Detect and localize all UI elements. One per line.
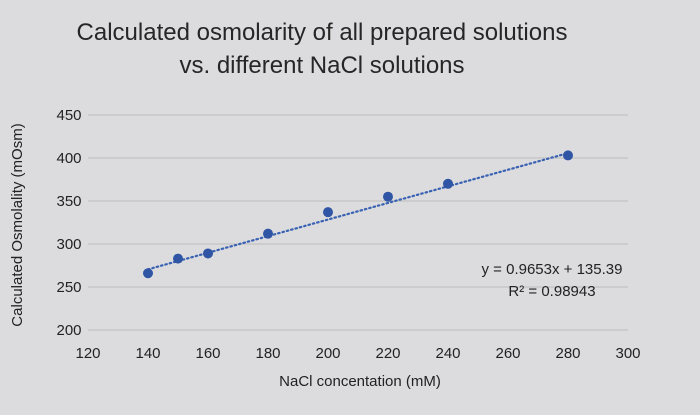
x-tick-label: 260 <box>495 345 520 362</box>
chart-title-line-1: Calculated osmolarity of all prepared so… <box>77 19 568 46</box>
data-point <box>143 268 153 279</box>
chart-title-line-2: vs. different NaCl solutions <box>179 52 464 79</box>
x-tick-labels: 120 140 160 180 200 220 240 260 280 300 <box>75 345 640 362</box>
data-point <box>173 253 183 264</box>
data-point <box>383 191 393 202</box>
x-tick-label: 140 <box>135 345 160 362</box>
x-tick-label: 180 <box>255 345 280 362</box>
y-tick-label: 450 <box>56 107 81 124</box>
data-point <box>563 150 573 161</box>
x-tick-label: 200 <box>315 345 340 362</box>
data-points <box>143 150 573 279</box>
trendline-group <box>146 152 570 271</box>
x-tick-label: 300 <box>615 345 640 362</box>
x-tick-label: 240 <box>435 345 460 362</box>
data-point <box>443 178 453 189</box>
data-point <box>323 207 333 218</box>
x-tick-label: 160 <box>195 345 220 362</box>
y-tick-label: 200 <box>56 322 81 339</box>
trendline-equation: y = 0.9653x + 135.39 <box>482 261 623 278</box>
data-point <box>263 228 273 239</box>
y-tick-label: 300 <box>56 236 81 253</box>
x-axis-label: NaCl concentation (mM) <box>279 373 441 390</box>
trendline-r-squared: R² = 0.98943 <box>508 283 595 300</box>
y-tick-label: 400 <box>56 150 81 167</box>
data-point <box>203 248 213 259</box>
x-tick-label: 220 <box>375 345 400 362</box>
trendline <box>146 152 570 271</box>
x-tick-label: 280 <box>555 345 580 362</box>
grid-lines <box>88 114 628 331</box>
y-tick-labels: 200 250 300 350 400 450 <box>56 107 81 339</box>
y-tick-label: 350 <box>56 193 81 210</box>
y-axis-label: Calculated Osmolality (mOsm) <box>9 123 26 326</box>
x-tick-label: 120 <box>75 345 100 362</box>
y-tick-label: 250 <box>56 279 81 296</box>
